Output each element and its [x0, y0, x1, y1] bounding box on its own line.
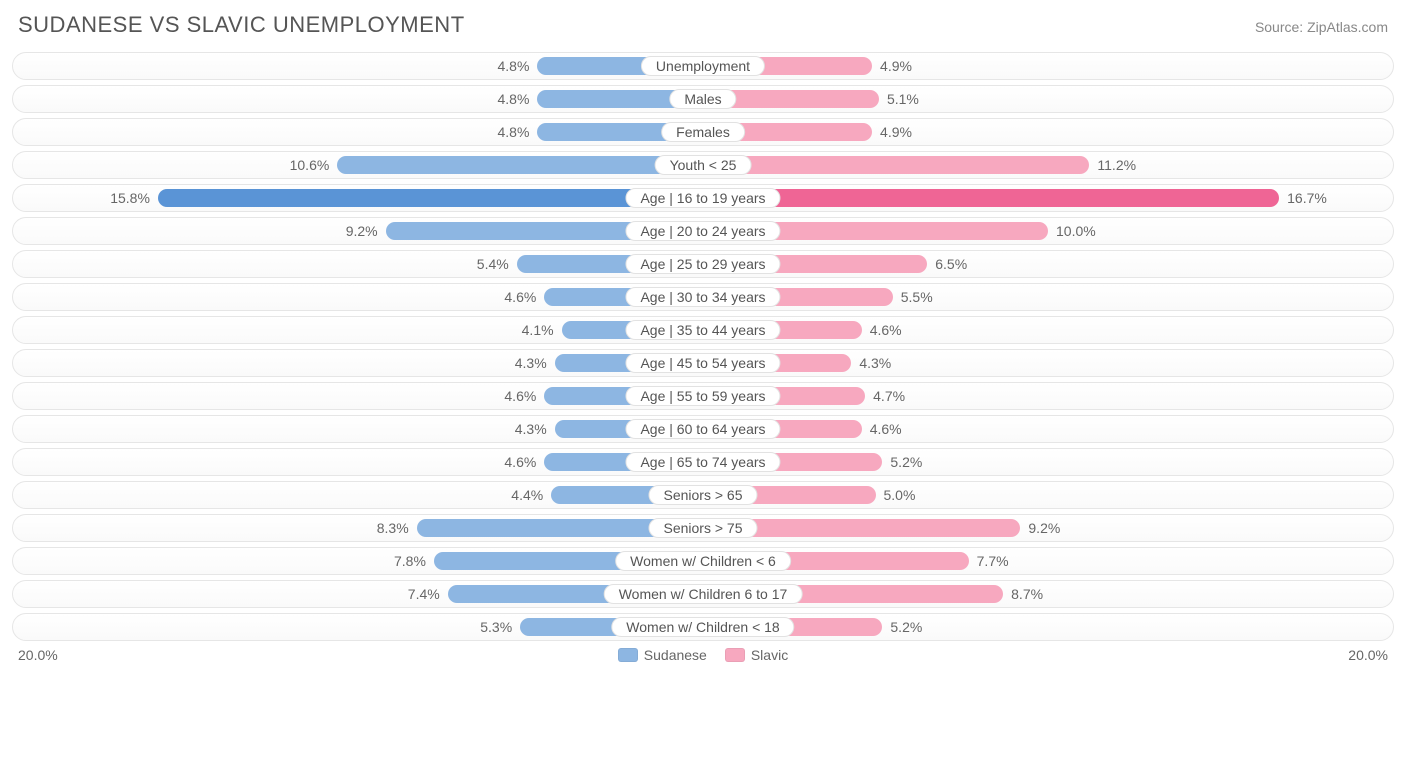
legend-swatch-left — [618, 648, 638, 662]
value-right: 4.3% — [851, 355, 899, 371]
chart-footer: 20.0% Sudanese Slavic 20.0% — [12, 647, 1394, 663]
value-right: 5.2% — [882, 619, 930, 635]
chart-row: 4.8% 5.1% Males — [12, 85, 1394, 113]
chart-row: 4.6% 4.7% Age | 55 to 59 years — [12, 382, 1394, 410]
value-left: 10.6% — [282, 157, 338, 173]
value-left: 4.8% — [489, 58, 537, 74]
axis-left-max: 20.0% — [18, 647, 58, 663]
value-right: 7.7% — [969, 553, 1017, 569]
bar-left — [158, 189, 703, 207]
chart-header: SUDANESE VS SLAVIC UNEMPLOYMENT Source: … — [12, 12, 1394, 38]
value-right: 11.2% — [1089, 157, 1144, 173]
value-right: 4.6% — [862, 322, 910, 338]
chart-row: 5.4% 6.5% Age | 25 to 29 years — [12, 250, 1394, 278]
diverging-bar-chart: 4.8% 4.9% Unemployment 4.8% 5.1% Males 4.8% 4.9… — [12, 52, 1394, 641]
value-right: 5.5% — [893, 289, 941, 305]
value-left: 5.4% — [469, 256, 517, 272]
value-right: 8.7% — [1003, 586, 1051, 602]
legend-item-right: Slavic — [725, 647, 788, 663]
value-left: 4.6% — [496, 454, 544, 470]
value-left: 7.4% — [400, 586, 448, 602]
category-label: Age | 45 to 54 years — [625, 353, 780, 373]
category-label: Seniors > 65 — [649, 485, 758, 505]
value-right: 5.0% — [876, 487, 924, 503]
category-label: Women w/ Children < 18 — [611, 617, 794, 637]
chart-row: 4.1% 4.6% Age | 35 to 44 years — [12, 316, 1394, 344]
legend-swatch-right — [725, 648, 745, 662]
chart-row: 4.8% 4.9% Females — [12, 118, 1394, 146]
category-label: Age | 20 to 24 years — [625, 221, 780, 241]
chart-row: 9.2% 10.0% Age | 20 to 24 years — [12, 217, 1394, 245]
category-label: Seniors > 75 — [649, 518, 758, 538]
value-left: 4.3% — [507, 355, 555, 371]
value-left: 4.8% — [489, 91, 537, 107]
legend-label-left: Sudanese — [644, 647, 707, 663]
category-label: Age | 65 to 74 years — [625, 452, 780, 472]
category-label: Women w/ Children < 6 — [615, 551, 791, 571]
value-left: 7.8% — [386, 553, 434, 569]
value-left: 4.1% — [514, 322, 562, 338]
value-left: 4.6% — [496, 289, 544, 305]
chart-row: 4.8% 4.9% Unemployment — [12, 52, 1394, 80]
chart-row: 5.3% 5.2% Women w/ Children < 18 — [12, 613, 1394, 641]
value-right: 16.7% — [1279, 190, 1335, 206]
category-label: Unemployment — [641, 56, 765, 76]
value-left: 15.8% — [102, 190, 158, 206]
legend-label-right: Slavic — [751, 647, 788, 663]
axis-right-max: 20.0% — [1348, 647, 1388, 663]
value-right: 4.7% — [865, 388, 913, 404]
category-label: Males — [669, 89, 736, 109]
value-left: 4.8% — [489, 124, 537, 140]
bar-left — [337, 156, 703, 174]
value-left: 8.3% — [369, 520, 417, 536]
value-right: 6.5% — [927, 256, 975, 272]
legend: Sudanese Slavic — [618, 647, 788, 663]
bar-right — [703, 189, 1279, 207]
category-label: Age | 30 to 34 years — [625, 287, 780, 307]
chart-row: 8.3% 9.2% Seniors > 75 — [12, 514, 1394, 542]
value-left: 9.2% — [338, 223, 386, 239]
value-left: 4.6% — [496, 388, 544, 404]
value-right: 5.2% — [882, 454, 930, 470]
value-right: 10.0% — [1048, 223, 1104, 239]
chart-row: 10.6% 11.2% Youth < 25 — [12, 151, 1394, 179]
chart-row: 4.3% 4.3% Age | 45 to 54 years — [12, 349, 1394, 377]
category-label: Age | 25 to 29 years — [625, 254, 780, 274]
chart-row: 4.3% 4.6% Age | 60 to 64 years — [12, 415, 1394, 443]
value-right: 4.9% — [872, 124, 920, 140]
value-right: 4.6% — [862, 421, 910, 437]
category-label: Women w/ Children 6 to 17 — [604, 584, 803, 604]
value-left: 4.3% — [507, 421, 555, 437]
value-right: 9.2% — [1020, 520, 1068, 536]
legend-item-left: Sudanese — [618, 647, 707, 663]
value-left: 5.3% — [472, 619, 520, 635]
chart-row: 4.4% 5.0% Seniors > 65 — [12, 481, 1394, 509]
category-label: Age | 16 to 19 years — [625, 188, 780, 208]
category-label: Age | 60 to 64 years — [625, 419, 780, 439]
category-label: Age | 55 to 59 years — [625, 386, 780, 406]
chart-row: 7.4% 8.7% Women w/ Children 6 to 17 — [12, 580, 1394, 608]
category-label: Females — [661, 122, 745, 142]
category-label: Youth < 25 — [655, 155, 752, 175]
chart-title: SUDANESE VS SLAVIC UNEMPLOYMENT — [18, 12, 465, 38]
chart-row: 7.8% 7.7% Women w/ Children < 6 — [12, 547, 1394, 575]
chart-row: 15.8% 16.7% Age | 16 to 19 years — [12, 184, 1394, 212]
chart-row: 4.6% 5.2% Age | 65 to 74 years — [12, 448, 1394, 476]
value-left: 4.4% — [503, 487, 551, 503]
value-right: 4.9% — [872, 58, 920, 74]
value-right: 5.1% — [879, 91, 927, 107]
chart-source: Source: ZipAtlas.com — [1255, 19, 1388, 35]
bar-right — [703, 156, 1089, 174]
chart-row: 4.6% 5.5% Age | 30 to 34 years — [12, 283, 1394, 311]
category-label: Age | 35 to 44 years — [625, 320, 780, 340]
